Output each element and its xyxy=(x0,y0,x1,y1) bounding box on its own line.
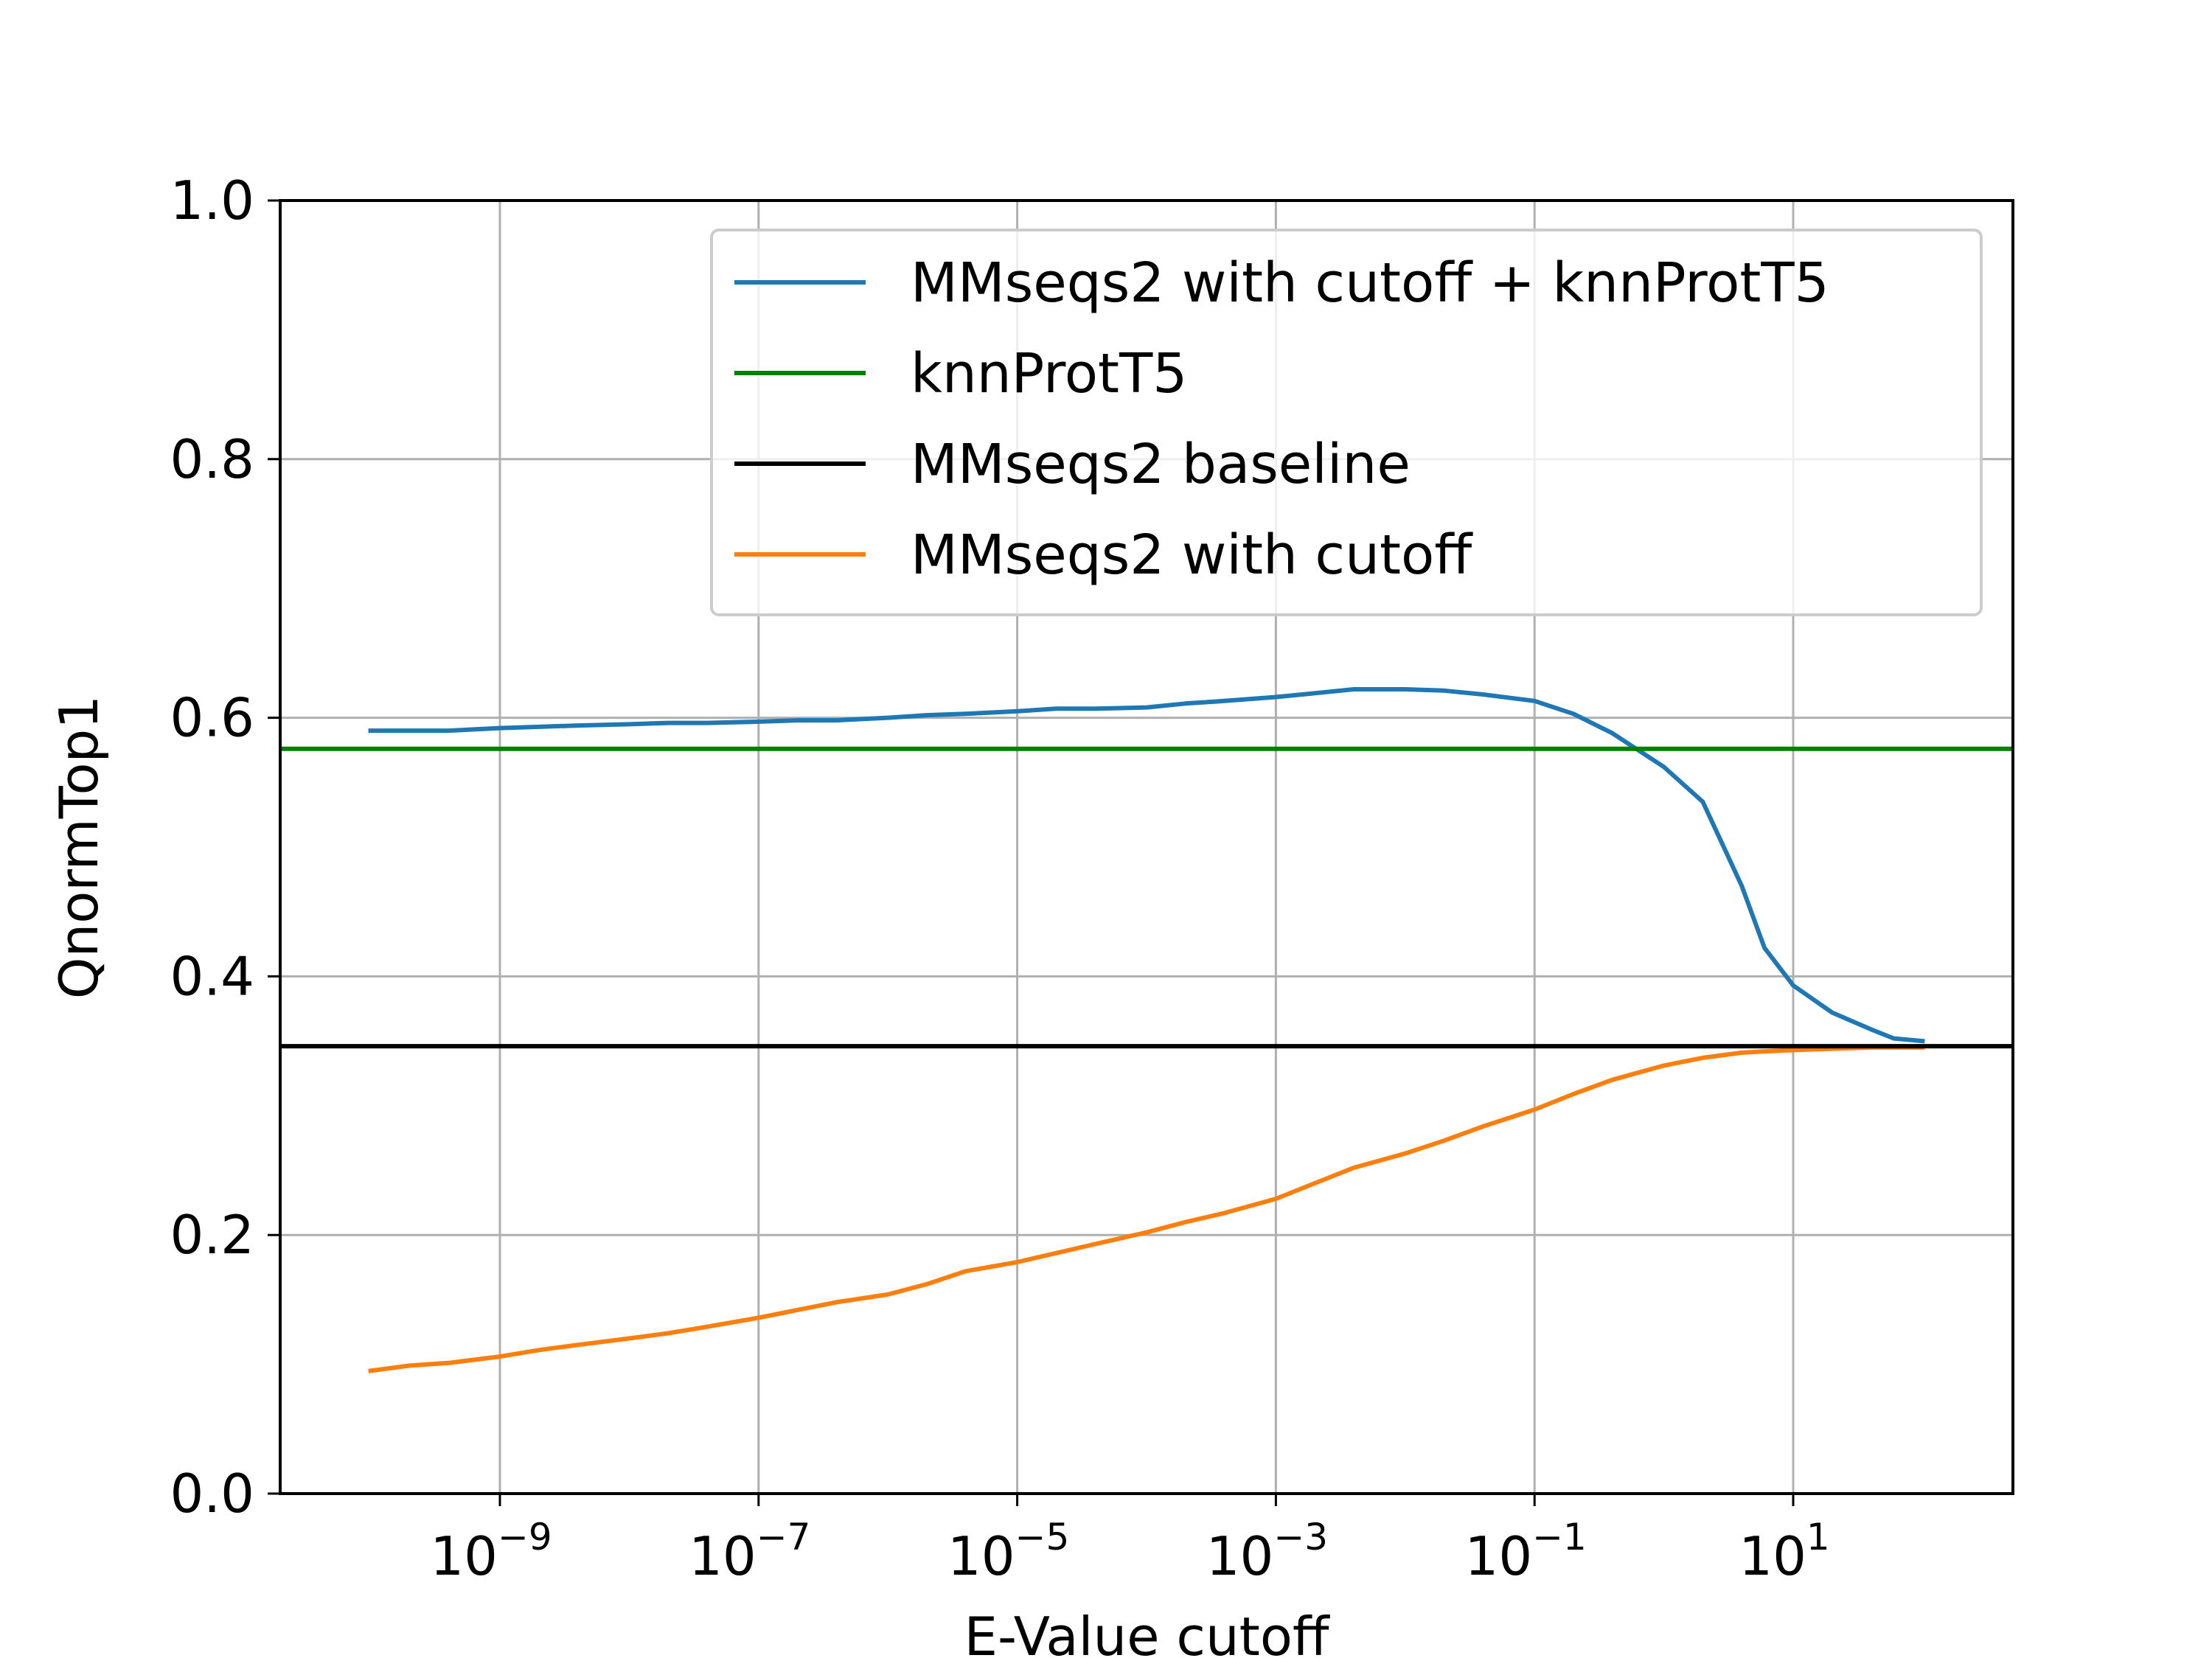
y-tick-label: 0.2 xyxy=(170,1204,254,1266)
plot-frame xyxy=(279,199,2014,1495)
x-axis-title: E-Value cutoff xyxy=(964,1606,1330,1658)
y-axis-title: QnormTop1 xyxy=(48,695,110,999)
legend-label: MMseqs2 with cutoff + knnProtT5 xyxy=(911,251,1829,315)
x-tick-label: 10−9 xyxy=(430,1516,552,1587)
y-tick-label: 0.0 xyxy=(170,1463,254,1525)
legend-label: MMseqs2 baseline xyxy=(911,433,1411,496)
y-tick-label: 0.6 xyxy=(170,687,254,749)
x-tick-label: 10−7 xyxy=(689,1516,810,1587)
x-tick-label: 101 xyxy=(1739,1516,1829,1587)
legend: MMseqs2 with cutoff + knnProtT5 knnProtT5… xyxy=(710,229,1983,616)
x-tick-label: 10−5 xyxy=(947,1516,1069,1587)
series-lines xyxy=(280,687,2013,1373)
series-line-mmseqs2-with-cutoff xyxy=(368,1045,1925,1373)
legend-label: MMseqs2 with cutoff xyxy=(911,523,1473,587)
y-tick-label: 0.8 xyxy=(170,428,254,490)
series-line-mmseqs2-with-cutoff-knnprott5 xyxy=(368,687,1925,1044)
x-tick-label: 10−1 xyxy=(1465,1516,1587,1587)
axis-ticks: 10−9 10−7 10−5 10−3 10−1 101 0.0 0.2 0.4 0.6 0.8 1.… xyxy=(170,170,1829,1587)
legend-box xyxy=(710,229,1983,616)
y-tick-label: 0.4 xyxy=(170,945,254,1007)
legend-label: knnProtT5 xyxy=(911,342,1187,405)
x-tick-label: 10−3 xyxy=(1206,1516,1328,1587)
y-tick-label: 1.0 xyxy=(170,170,254,231)
